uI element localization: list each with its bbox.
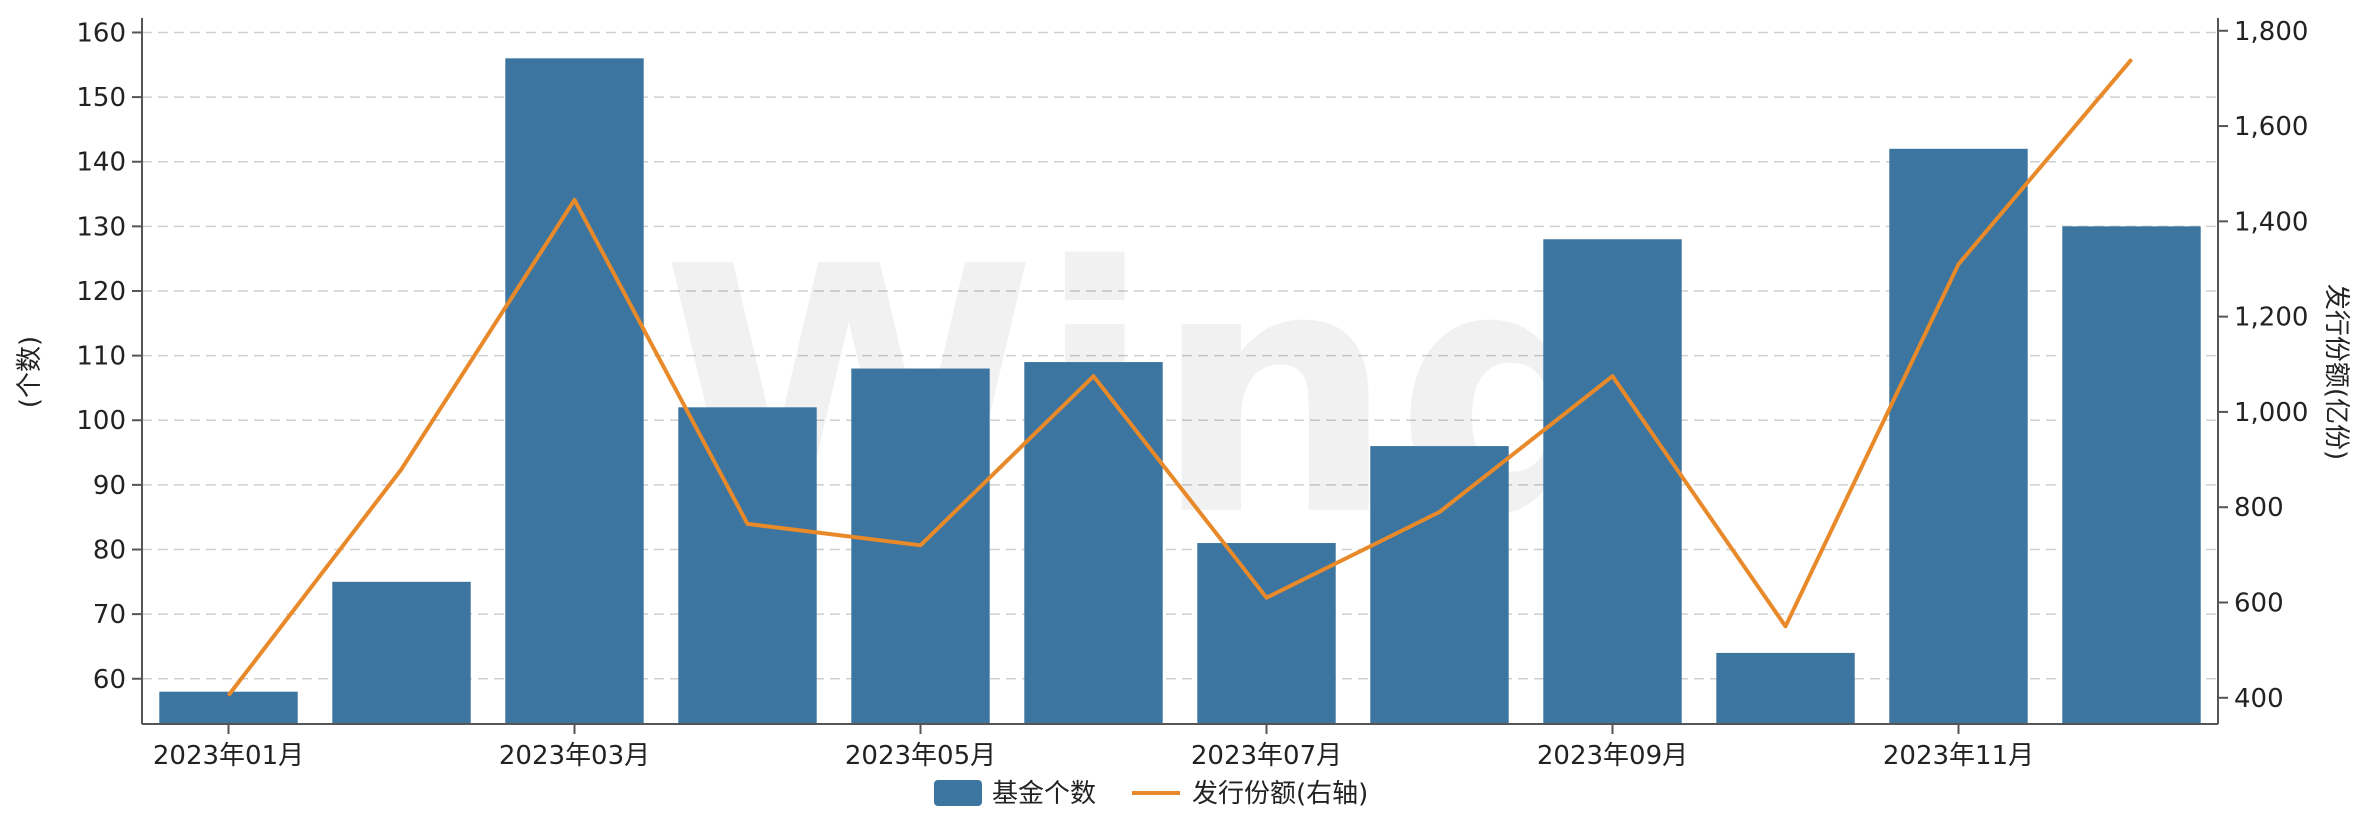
line-point [1266, 597, 1267, 599]
line-series [226, 58, 2134, 697]
line-point [1785, 625, 1786, 627]
x-tick-label: 2023年07月 [1191, 741, 1342, 771]
legend-line-label: 发行份额(右轴) [1192, 779, 1368, 809]
legend: 基金个数 发行份额(右轴) [934, 779, 1368, 809]
y-right-tick-label: 1,800 [2234, 17, 2308, 47]
y-right-tick-label: 800 [2234, 493, 2284, 523]
y-axis-left-label: (个数) [15, 336, 45, 408]
bar [159, 691, 298, 724]
y-right-tick-label: 1,600 [2234, 112, 2308, 142]
line-point [2131, 58, 2132, 60]
y-left-tick-label: 80 [93, 536, 126, 566]
bar [505, 58, 644, 724]
y-left-tick-label: 60 [93, 665, 126, 695]
bar [2062, 226, 2201, 724]
line-point [747, 523, 748, 525]
y-right-tick-label: 1,400 [2234, 207, 2308, 237]
bar-series [159, 58, 2201, 725]
x-tick-label: 2023年01月 [153, 741, 304, 771]
line-series-path [226, 58, 2134, 697]
line-point [1439, 511, 1440, 513]
bar [1197, 543, 1336, 724]
y-right-tick-label: 400 [2234, 684, 2284, 714]
legend-bar-swatch [934, 780, 982, 806]
y-right-tick-label: 1,200 [2234, 303, 2308, 333]
legend-bar-label: 基金个数 [992, 779, 1096, 809]
y-axis-right-label: 发行份额(亿份) [2321, 284, 2351, 460]
line-point [228, 694, 229, 696]
bar [1024, 362, 1163, 724]
y-left-tick-label: 90 [93, 471, 126, 501]
y-right-tick-label: 600 [2234, 589, 2284, 619]
y-left-tick-label: 160 [76, 18, 126, 48]
bar [1889, 148, 2028, 725]
line-point [1093, 375, 1094, 377]
bar [1716, 652, 1855, 724]
axes: 60 70 80 90 100 110 120 130 140 150 160 400 600 800 1,… [76, 17, 2308, 771]
bar [1370, 446, 1509, 724]
line-point [401, 468, 402, 470]
x-tick-label: 2023年05月 [845, 741, 996, 771]
y-left-tick-label: 120 [76, 277, 126, 307]
line-point [920, 544, 921, 546]
line-point [1958, 263, 1959, 265]
y-left-tick-label: 130 [76, 212, 126, 242]
bar [1543, 239, 1682, 724]
x-tick-label: 2023年03月 [499, 741, 650, 771]
y-right-tick-label: 1,000 [2234, 398, 2308, 428]
bar [332, 581, 471, 724]
x-tick-label: 2023年09月 [1537, 741, 1688, 771]
gridlines [142, 31, 2218, 680]
bar [678, 407, 817, 724]
y-left-tick-label: 150 [76, 83, 126, 113]
y-left-tick-label: 110 [76, 342, 126, 372]
x-tick-label: 2023年11月 [1883, 741, 2034, 771]
line-point [574, 199, 575, 201]
y-left-tick-label: 70 [93, 600, 126, 630]
line-point [1612, 375, 1613, 377]
y-left-tick-label: 100 [76, 406, 126, 436]
y-left-tick-label: 140 [76, 148, 126, 178]
